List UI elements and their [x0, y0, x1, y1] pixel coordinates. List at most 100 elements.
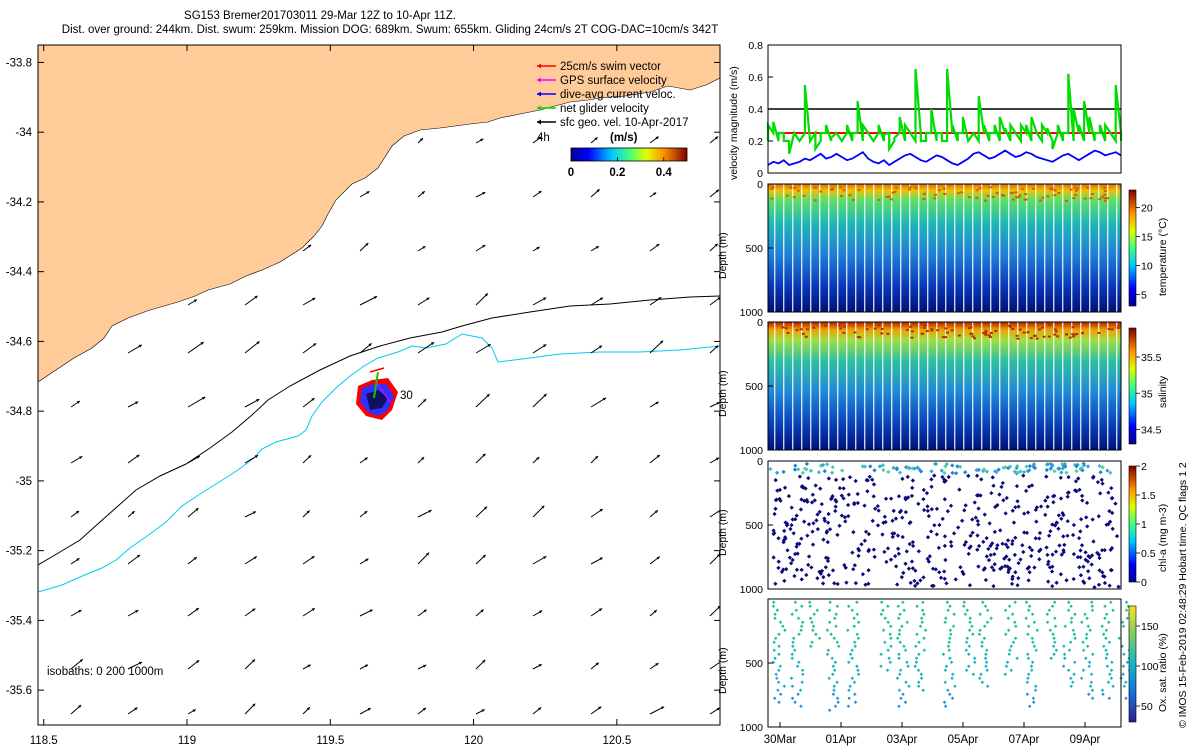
chlorophyll-sample [975, 547, 980, 552]
oxygen-sample [783, 628, 787, 633]
chlorophyll-sample [942, 576, 947, 581]
chlorophyll-sample [771, 555, 776, 560]
oxygen-sample [1100, 688, 1105, 693]
oxygen-sample [1101, 692, 1105, 697]
oxygen-sample [807, 600, 812, 605]
oxygen-sample [881, 608, 885, 613]
chlorophyll-sample [882, 549, 887, 555]
chlorophyll-sample [768, 466, 773, 472]
chlorophyll-sample [1076, 535, 1082, 541]
oxygen-sample [966, 664, 971, 669]
oxygen-sample [914, 660, 919, 665]
chlorophyll-sample [821, 574, 826, 580]
oxygen-sample [1051, 632, 1055, 637]
temperature-panel [767, 183, 1137, 313]
chlorophyll-sample [897, 509, 903, 515]
chlorophyll-sample [942, 534, 948, 539]
chlorophyll-sample [797, 541, 802, 546]
section-sample [1011, 327, 1015, 330]
velocity-arrow-head [426, 297, 430, 301]
chlorophyll-sample [1102, 580, 1108, 586]
velocity-arrow-head [366, 191, 370, 195]
chlorophyll-sample [933, 461, 939, 467]
oxygen-sample [1103, 616, 1107, 621]
oxygen-sample [1109, 668, 1114, 673]
section-sample [1075, 333, 1079, 336]
chlorophyll-sample [1078, 555, 1083, 560]
chlorophyll-sample [804, 461, 810, 466]
chlorophyll-sample [866, 568, 871, 573]
section-sample [1022, 331, 1026, 334]
chlorophyll-sample [789, 522, 794, 528]
section-ytick-label: 1000 [740, 307, 764, 319]
section-sample [933, 197, 937, 200]
chlorophyll-sample [949, 543, 954, 549]
oxygen-sample [797, 660, 801, 665]
section-ytick-label: 1000 [740, 584, 764, 596]
oxygen-sample [1011, 640, 1016, 645]
oxygen-sample [888, 632, 892, 637]
section-sample [1023, 198, 1027, 201]
section-sample [771, 186, 775, 189]
oxygen-sample [790, 652, 795, 657]
chlorophyll-sample [1100, 465, 1105, 470]
section-sample [1041, 326, 1045, 329]
section-sample [1105, 197, 1109, 200]
oxygen-sample [1087, 664, 1092, 669]
section-sample [893, 190, 897, 193]
oxygen-sample [980, 680, 985, 685]
colorbar-tick-label: 0 [568, 167, 574, 179]
velocity-arrow-head [256, 341, 260, 345]
chlorophyll-sample [915, 581, 920, 586]
chlorophyll-sample [815, 576, 820, 581]
oxygen-sample [903, 700, 908, 705]
section-sample [920, 332, 924, 335]
oxygen-sample [777, 668, 781, 673]
velocity-arrow-head [200, 342, 204, 345]
velocity-arrow-head [484, 293, 488, 297]
section-sample [1046, 195, 1050, 198]
velocity-ytick-label: 0.6 [748, 72, 763, 84]
velocity-arrow-head [598, 345, 603, 349]
oxygen-sample [1031, 700, 1036, 705]
chlorophyll-sample [910, 539, 915, 545]
velocity-arrow-head [136, 554, 141, 558]
colorbar-tick-label: 5 [1141, 289, 1147, 301]
chlorophyll-sample [1046, 579, 1051, 584]
oxygen-sample [1103, 604, 1107, 609]
oxygen-sample [827, 608, 832, 613]
chlorophyll-sample [799, 567, 804, 572]
oxygen-sample [947, 640, 951, 645]
chlorophyll-sample [984, 469, 990, 474]
chlorophyll-sample [939, 468, 944, 473]
velocity-arrow-head [369, 609, 373, 613]
oxygen-sample [886, 604, 890, 609]
oxygen-sample [887, 656, 891, 661]
velocity-arrow-head [538, 707, 542, 711]
chlorophyll-colorbar [1128, 465, 1137, 583]
chlorophyll-sample [957, 487, 962, 492]
chlorophyll-sample [837, 523, 842, 528]
colorbar-tick-label: 2 [1141, 461, 1147, 473]
oxygen-sample [950, 696, 955, 701]
oxygen-sample [899, 696, 903, 701]
velocity-arrow-head [421, 457, 425, 461]
section-sample [984, 331, 988, 334]
chlorophyll-sample [929, 469, 934, 474]
legend-swatch-head [537, 91, 541, 97]
oxygen-sample [977, 676, 982, 681]
oxygen-sample [1052, 600, 1057, 605]
oxygen-sample [800, 620, 805, 625]
chlorophyll-sample [925, 508, 930, 514]
oxygen-sample [776, 688, 780, 693]
oxygen-sample [967, 628, 972, 633]
oxygen-sample [1090, 696, 1095, 701]
velocity-arrow-head [543, 393, 547, 397]
chlorophyll-sample [1027, 545, 1032, 550]
legend-label: 25cm/s swim vector [560, 61, 661, 73]
section-sample [839, 194, 843, 197]
section-sample [1104, 199, 1108, 202]
oxygen-sample [781, 624, 785, 629]
chlorophyll-sample [1107, 508, 1112, 514]
chlorophyll-sample [960, 569, 965, 575]
